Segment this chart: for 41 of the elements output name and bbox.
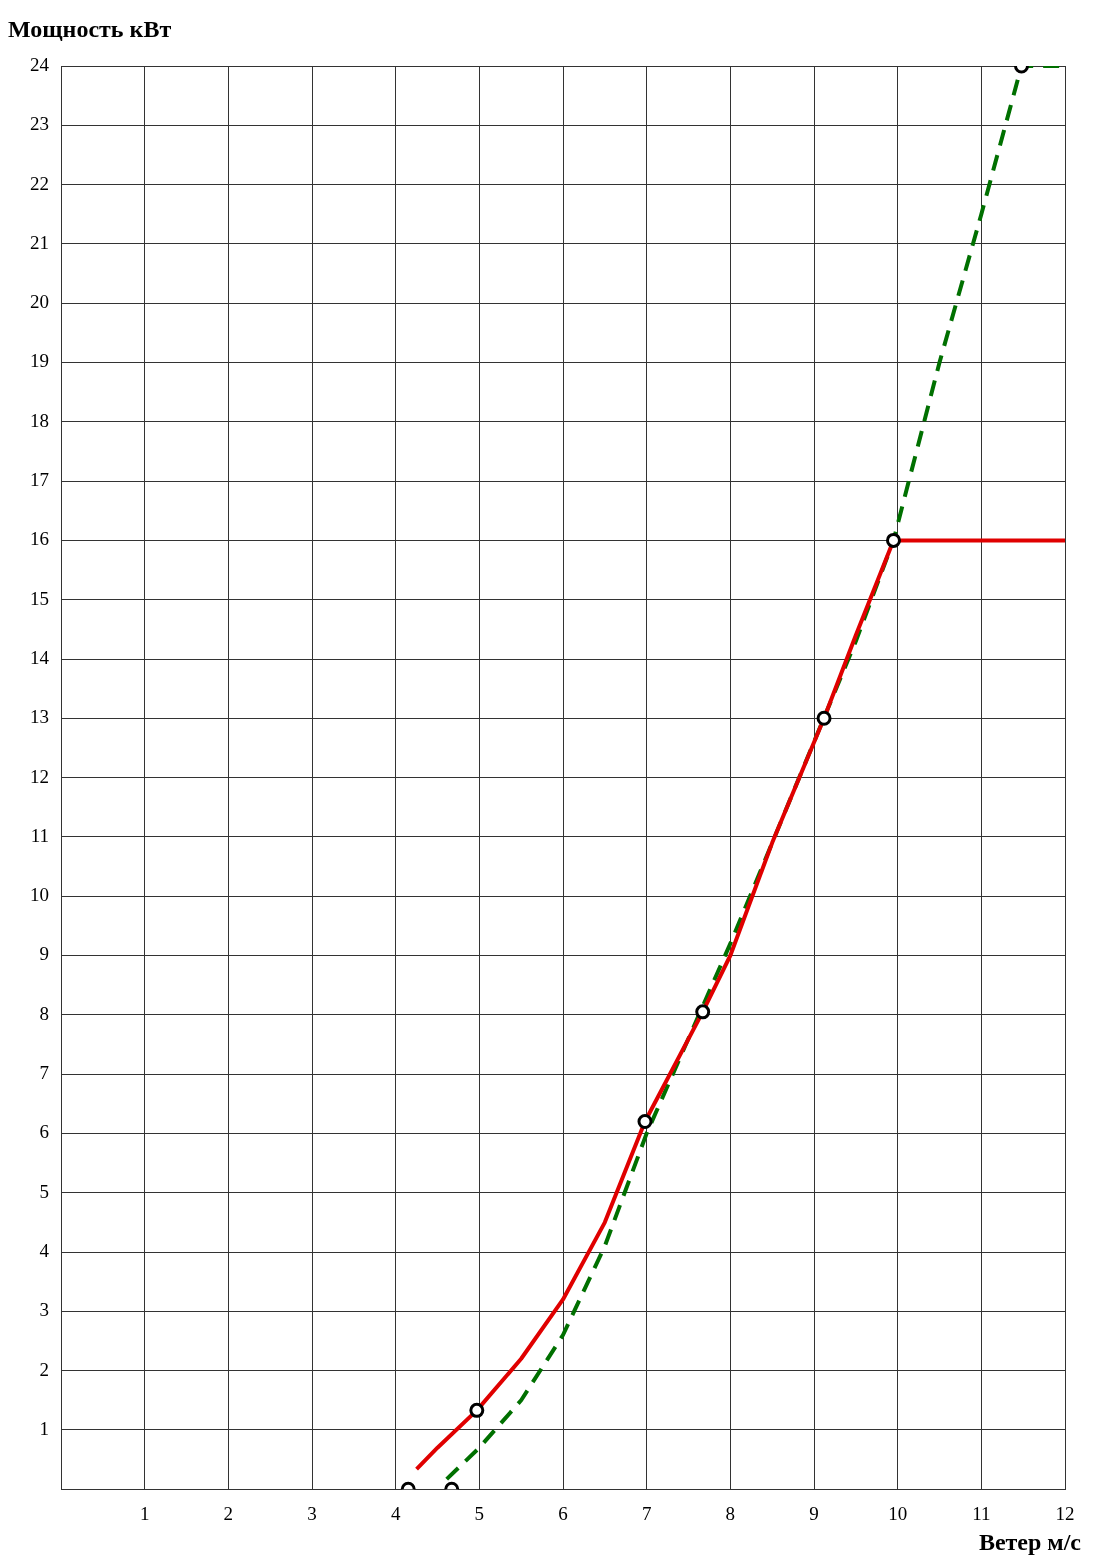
y-tick-label: 12 <box>30 765 49 787</box>
y-tick-label: 8 <box>39 1002 49 1024</box>
point <box>885 532 901 548</box>
x-tick-label: 8 <box>725 1502 736 1524</box>
y-tick-label: 7 <box>39 1062 49 1084</box>
y-tick-label: 5 <box>39 1180 49 1202</box>
x-tick-label: 6 <box>558 1502 568 1524</box>
x-tick-label: 11 <box>972 1502 991 1524</box>
y-tick-label: 17 <box>30 469 49 491</box>
point <box>695 1004 711 1020</box>
y-tick-label: 3 <box>39 1299 49 1321</box>
y-tick-label: 20 <box>30 291 49 313</box>
y-tick-label: 22 <box>30 172 49 194</box>
x-tick-label: 5 <box>474 1502 485 1524</box>
x-tick-label: 12 <box>1055 1502 1075 1524</box>
y-tick-label: 13 <box>30 706 49 728</box>
y-tick-label: 6 <box>39 1121 49 1143</box>
y-tick-label: 2 <box>39 1358 49 1380</box>
point <box>816 710 832 726</box>
x-tick-label: 10 <box>888 1502 908 1524</box>
x-tick-label: 7 <box>641 1502 652 1524</box>
x-tick-label: 9 <box>809 1502 819 1524</box>
y-tick-label: 18 <box>30 409 49 431</box>
y-tick-label: 24 <box>30 53 50 75</box>
y-tick-label: 21 <box>30 231 49 253</box>
y-tick-label: 4 <box>39 1239 50 1261</box>
x-tick-label: 1 <box>139 1502 150 1524</box>
y-tick-label: 1 <box>39 1417 49 1439</box>
x-tick-label: 3 <box>307 1502 317 1524</box>
y-tick-label: 19 <box>30 350 49 372</box>
y-tick-label: 16 <box>30 528 49 550</box>
y-tick-label: 9 <box>39 943 49 965</box>
y-tick-label: 11 <box>30 824 49 846</box>
y-tick-label: 14 <box>30 646 50 668</box>
x-axis-title: Ветер м/с <box>978 1529 1081 1556</box>
y-tick-label: 15 <box>30 587 49 609</box>
x-tick-label: 4 <box>390 1502 401 1524</box>
x-tick-label: 2 <box>223 1502 234 1524</box>
y-axis-title: Мощность кВт <box>8 16 172 43</box>
y-tick-label: 23 <box>30 113 49 135</box>
y-tick-label: 10 <box>30 884 49 906</box>
